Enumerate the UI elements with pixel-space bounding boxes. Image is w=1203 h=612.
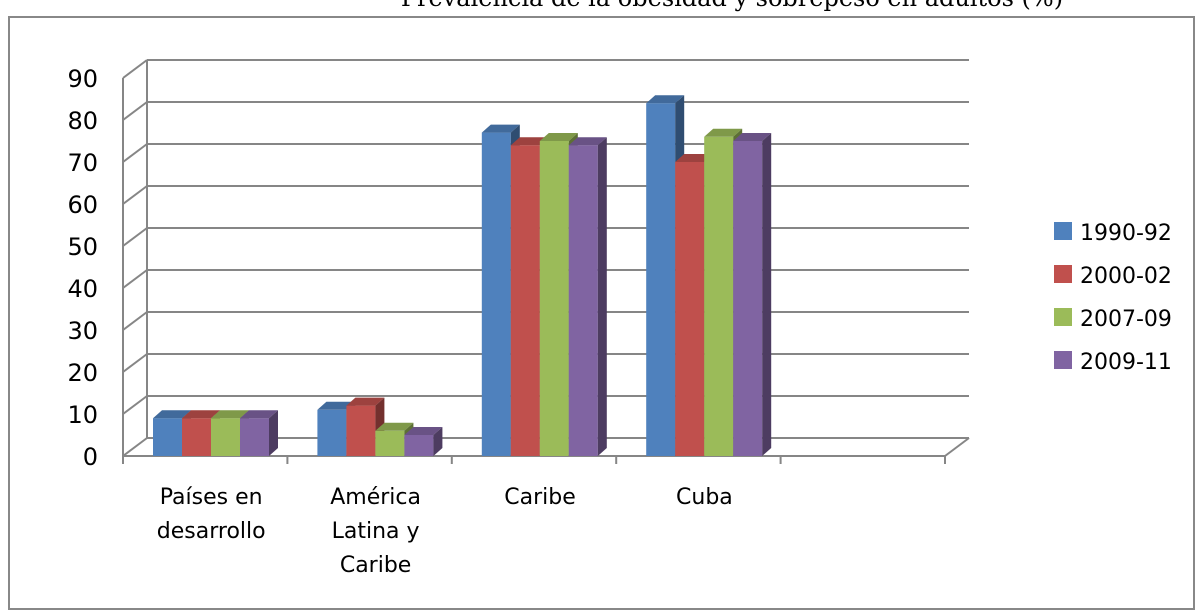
x-tick-label: Caribe (504, 485, 576, 510)
x-tick-label: América (330, 485, 421, 510)
bar-top (240, 410, 278, 419)
side-wall-gridline (122, 353, 148, 373)
side-wall-gridline (122, 269, 148, 289)
bar-top (404, 427, 443, 435)
y-tick-label: 90 (67, 65, 98, 93)
y-tick-label: 10 (67, 401, 98, 429)
legend-label: 1990-92 (1080, 221, 1172, 246)
y-tick-label: 40 (67, 275, 98, 303)
bar-front (481, 132, 511, 456)
legend-swatch (1054, 351, 1072, 369)
bars (153, 95, 772, 457)
bar-side (269, 410, 278, 456)
x-tick-label: Países en (160, 485, 263, 510)
bar-front (733, 141, 763, 456)
legend-label: 2007-09 (1080, 307, 1172, 332)
bar (240, 410, 278, 456)
bar-top (704, 128, 743, 137)
bar-top (481, 124, 520, 133)
legend-swatch (1054, 308, 1072, 326)
bar-top (733, 133, 772, 141)
axis-labels: 0 10 20 30 40 50 60 70 80 90 Países en desarrollo Am… (67, 65, 732, 578)
bar-front (211, 418, 240, 456)
y-tick-label: 0 (83, 443, 98, 471)
side-wall-gridline (122, 101, 148, 121)
bar-top (675, 154, 714, 162)
y-tick-label: 70 (67, 149, 98, 177)
bar-front (346, 405, 376, 456)
side-wall-gridline (122, 59, 148, 79)
bar-top (182, 410, 220, 419)
floor-right-edge (944, 437, 970, 457)
bar-front (568, 145, 598, 456)
bar-front (153, 418, 182, 456)
side-wall-gridline (122, 185, 148, 205)
legend-label: 2000-02 (1080, 264, 1172, 289)
bar-front (182, 418, 211, 456)
x-tick-label: desarrollo (157, 519, 266, 544)
x-tick-label: Latina y (332, 519, 420, 544)
bar-front (510, 145, 540, 456)
bar-front (240, 418, 269, 456)
bar-front (404, 435, 434, 456)
bar-front (675, 162, 705, 456)
legend-swatch (1054, 265, 1072, 283)
chart-title-fragment: Prevalencia de la obesidad y sobrepeso e… (401, 0, 1063, 12)
bar-top (646, 95, 685, 104)
bar-top (211, 410, 249, 419)
side-wall-gridline (122, 311, 148, 331)
bar-top (317, 401, 356, 410)
bar-top (539, 133, 578, 141)
side-wall-gridline (122, 227, 148, 247)
bar-top (568, 137, 607, 146)
bar (404, 427, 443, 456)
side-wall-gridline (122, 143, 148, 163)
title-fragment-group: Prevalencia de la obesidad y sobrepeso e… (401, 0, 1063, 12)
bar-front (375, 430, 405, 456)
bar-top (375, 422, 414, 431)
bar-top (346, 397, 385, 406)
side-wall-gridline (122, 395, 148, 415)
bar (733, 133, 772, 456)
y-tick-label: 30 (67, 317, 98, 345)
bar-front (704, 136, 734, 457)
bar-side (762, 133, 772, 456)
bar-top (153, 410, 191, 419)
x-tick-label: Caribe (340, 553, 412, 578)
y-tick-label: 60 (67, 191, 98, 219)
bar-side (433, 427, 443, 456)
y-tick-label: 50 (67, 233, 98, 261)
legend-swatch (1054, 222, 1072, 240)
bar-front (646, 103, 676, 456)
y-tick-label: 20 (67, 359, 98, 387)
y-tick-label: 80 (67, 107, 98, 135)
bar-front (539, 141, 569, 456)
bar (182, 410, 220, 456)
side-wall-gridline (122, 437, 148, 457)
bar-top (510, 137, 549, 146)
chart-border (8, 16, 1195, 610)
bar-front (317, 409, 347, 456)
legend: 1990-92 2000-02 2007-09 2009-11 (1054, 221, 1172, 375)
x-tick-label: Cuba (676, 485, 733, 510)
bar-side (597, 137, 607, 456)
legend-label: 2009-11 (1080, 350, 1172, 375)
bar (568, 137, 607, 456)
